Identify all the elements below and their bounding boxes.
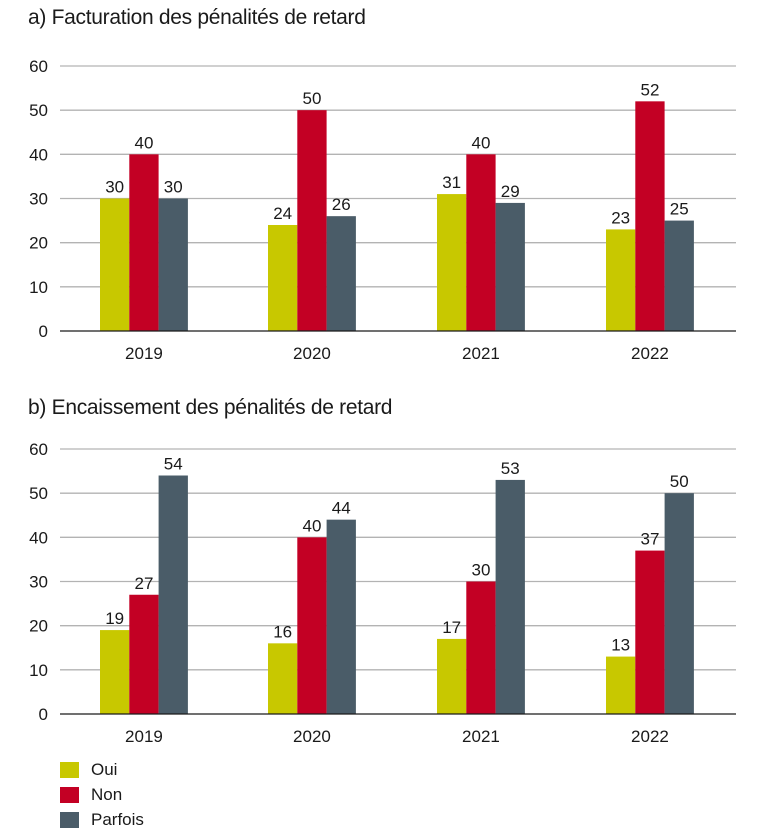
x-tick-label: 2022 — [631, 344, 669, 363]
bar-parfois-2022 — [664, 493, 694, 714]
chart-b-title: b) Encaissement des pénalités de retard — [28, 396, 393, 419]
data-label: 30 — [164, 178, 183, 197]
legend-swatch-oui — [60, 761, 79, 778]
data-label: 16 — [273, 622, 292, 641]
legend-label-oui: Oui — [91, 759, 118, 779]
bar-parfois-2020 — [326, 216, 356, 331]
data-label: 40 — [471, 133, 490, 152]
y-tick-label: 60 — [29, 440, 48, 459]
bar-oui-2020 — [268, 225, 298, 331]
bar-non-2020 — [297, 110, 327, 332]
data-label: 37 — [640, 530, 659, 549]
bar-non-2021 — [466, 581, 496, 714]
x-tick-label: 2021 — [462, 727, 500, 746]
y-tick-label: 30 — [29, 190, 48, 209]
data-label: 27 — [134, 574, 153, 593]
bar-parfois-2021 — [495, 202, 525, 331]
data-label: 50 — [670, 472, 689, 491]
x-tick-label: 2022 — [631, 727, 669, 746]
y-tick-label: 20 — [29, 617, 48, 636]
bar-parfois-2019 — [158, 475, 188, 714]
data-label: 23 — [611, 208, 630, 227]
chart-a-title: a) Facturation des pénalités de retard — [28, 6, 366, 29]
data-label: 13 — [611, 636, 630, 655]
legend-label-parfois: Parfois — [91, 809, 144, 829]
chart-a: 0 10 20 30 40 50 60 30 40 30 2019 24 50 26 2020 31 40 29 2… — [29, 57, 736, 363]
data-label: 26 — [332, 195, 351, 214]
data-label: 44 — [332, 499, 351, 518]
x-tick-label: 2019 — [125, 727, 163, 746]
y-tick-label: 0 — [39, 705, 48, 724]
y-tick-label: 50 — [29, 484, 48, 503]
bar-non-2022 — [635, 550, 665, 714]
data-label: 52 — [640, 80, 659, 99]
x-tick-label: 2019 — [125, 344, 163, 363]
y-tick-label: 40 — [29, 528, 48, 547]
y-tick-label: 50 — [29, 101, 48, 120]
legend-item-non: Non — [60, 782, 144, 807]
y-tick-label: 0 — [39, 322, 48, 341]
bar-oui-2022 — [606, 229, 636, 331]
bar-parfois-2022 — [664, 220, 694, 331]
legend-item-oui: Oui — [60, 757, 144, 782]
bar-oui-2019 — [100, 198, 130, 331]
y-tick-label: 60 — [29, 57, 48, 76]
data-label: 50 — [302, 89, 321, 108]
bar-oui-2020 — [268, 643, 298, 714]
legend: Oui Non Parfois — [60, 757, 144, 832]
bar-oui-2022 — [606, 656, 636, 714]
x-tick-label: 2020 — [293, 344, 331, 363]
y-tick-label: 20 — [29, 234, 48, 253]
y-tick-label: 40 — [29, 145, 48, 164]
bar-non-2021 — [466, 154, 496, 331]
bar-non-2022 — [635, 101, 665, 331]
bar-non-2020 — [297, 537, 327, 714]
chart-b: 0 10 20 30 40 50 60 19 27 54 2019 16 40 44 2020 17 30 53 2… — [29, 440, 736, 746]
legend-swatch-parfois — [60, 811, 79, 828]
y-tick-label: 10 — [29, 661, 48, 680]
data-label: 31 — [442, 173, 461, 192]
bar-oui-2021 — [437, 638, 467, 714]
y-tick-label: 30 — [29, 573, 48, 592]
data-label: 40 — [302, 516, 321, 535]
data-label: 54 — [164, 455, 183, 474]
bar-parfois-2019 — [158, 198, 188, 331]
data-label: 17 — [442, 618, 461, 637]
bar-parfois-2021 — [495, 479, 525, 714]
data-label: 30 — [105, 178, 124, 197]
bar-oui-2021 — [437, 194, 467, 331]
data-label: 30 — [471, 561, 490, 580]
data-label: 40 — [134, 133, 153, 152]
bar-non-2019 — [129, 594, 159, 714]
bar-parfois-2020 — [326, 519, 356, 714]
data-label: 53 — [501, 459, 520, 478]
legend-swatch-non — [60, 786, 79, 803]
data-label: 25 — [670, 200, 689, 219]
data-label: 19 — [105, 609, 124, 628]
legend-item-parfois: Parfois — [60, 807, 144, 832]
x-tick-label: 2020 — [293, 727, 331, 746]
data-label: 29 — [501, 182, 520, 201]
x-tick-label: 2021 — [462, 344, 500, 363]
legend-label-non: Non — [91, 784, 123, 804]
data-label: 24 — [273, 204, 292, 223]
bar-non-2019 — [129, 154, 159, 331]
bar-oui-2019 — [100, 630, 130, 714]
y-tick-label: 10 — [29, 278, 48, 297]
